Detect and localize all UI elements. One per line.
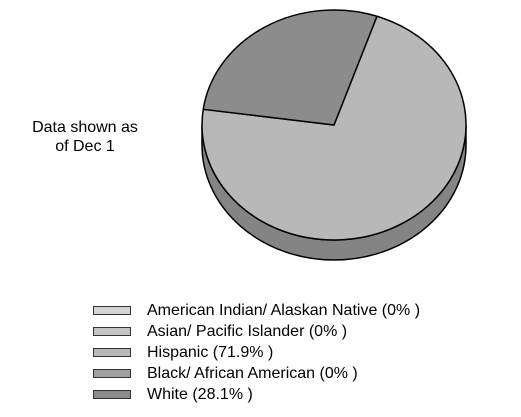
legend-swatch xyxy=(93,306,131,315)
note-line-1: Data shown as xyxy=(32,119,138,136)
pie-slice-white xyxy=(202,9,378,126)
legend-item: Asian/ Pacific Islander (0% ) xyxy=(93,321,420,342)
legend-swatch xyxy=(93,327,131,336)
legend-swatch xyxy=(93,390,131,399)
note-line-2: of Dec 1 xyxy=(55,138,115,155)
pie-slice-hispanic xyxy=(201,15,467,241)
legend-label: Asian/ Pacific Islander (0% ) xyxy=(147,322,348,340)
legend-swatch xyxy=(93,369,131,378)
legend-item: Black/ African American (0% ) xyxy=(93,363,420,384)
legend-label: American Indian/ Alaskan Native (0% ) xyxy=(147,301,421,319)
legend-label: White (28.1% ) xyxy=(147,385,253,403)
legend-item: American Indian/ Alaskan Native (0% ) xyxy=(93,300,420,321)
legend-label: Hispanic (71.9% ) xyxy=(147,343,274,361)
legend-item: White (28.1% ) xyxy=(93,384,420,405)
pie-chart xyxy=(201,9,467,261)
legend-item: Hispanic (71.9% ) xyxy=(93,342,420,363)
legend-label: Black/ African American (0% ) xyxy=(147,364,358,382)
legend-swatch xyxy=(93,348,131,357)
data-date-note: Data shown as of Dec 1 xyxy=(0,118,170,156)
chart-legend: American Indian/ Alaskan Native (0% ) Asi… xyxy=(93,300,420,405)
